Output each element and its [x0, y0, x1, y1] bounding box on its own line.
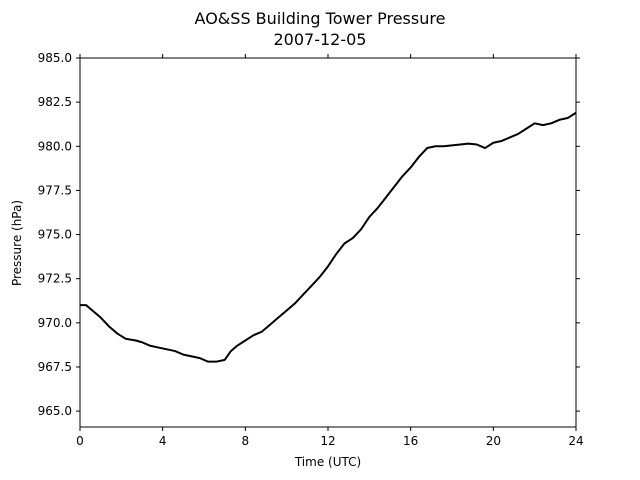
plot-frame: [79, 57, 577, 428]
plot-area: 0 4 8 12 16 20 24 965.0 967.5 970.0 972.5 975.0 977.…: [38, 51, 584, 448]
x-tick-label: 12: [320, 434, 335, 448]
x-axis-label: Time (UTC): [294, 455, 361, 469]
y-tick-label: 970.0: [38, 316, 72, 330]
y-tick-label: 972.5: [38, 272, 72, 286]
y-tick-label: 967.5: [38, 360, 72, 374]
x-tick-label: 4: [159, 434, 167, 448]
x-tick-label: 24: [568, 434, 583, 448]
chart-title: AO&SS Building Tower Pressure: [195, 9, 446, 28]
x-tick-label: 0: [76, 434, 84, 448]
x-tick-label: 20: [486, 434, 501, 448]
y-axis-label: Pressure (hPa): [10, 200, 24, 286]
y-tick-label: 985.0: [38, 51, 72, 65]
x-tick-label: 16: [403, 434, 418, 448]
x-tick-label: 8: [242, 434, 250, 448]
y-tick-label: 982.5: [38, 95, 72, 109]
y-tick-label: 977.5: [38, 183, 72, 197]
chart-subtitle: 2007-12-05: [274, 30, 367, 49]
y-tick-label: 980.0: [38, 139, 72, 153]
series-line-0: [80, 111, 577, 363]
y-tick-label: 965.0: [38, 404, 72, 418]
y-tick-label: 975.0: [38, 228, 72, 242]
